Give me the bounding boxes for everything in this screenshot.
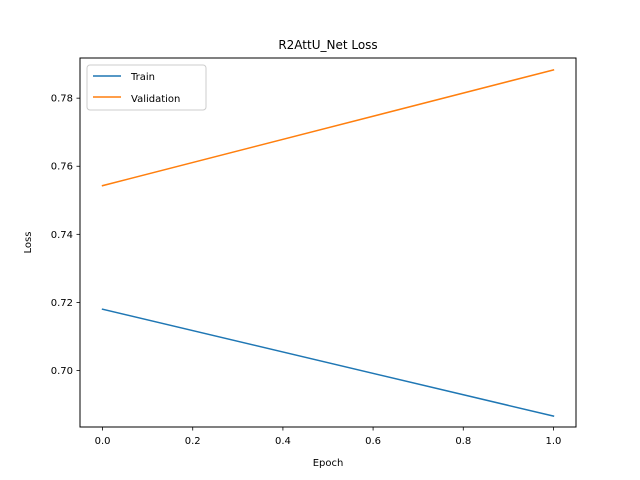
x-tick-label: 0.6 <box>365 436 381 447</box>
x-tick-label: 0.8 <box>455 436 471 447</box>
legend: Train Validation <box>86 64 207 111</box>
x-tick-label: 0.0 <box>95 436 111 447</box>
x-axis-ticks: 0.0 0.2 0.4 0.6 0.8 1.0 <box>95 427 562 447</box>
x-axis-label: Epoch <box>313 458 344 469</box>
series-line-train <box>101 308 555 418</box>
x-tick-label: 1.0 <box>546 436 562 447</box>
x-tick-label: 0.4 <box>275 436 291 447</box>
legend-label-train: Train <box>130 72 155 83</box>
y-axis-label: Loss <box>23 232 34 254</box>
y-axis-ticks: 0.70 0.72 0.74 0.76 0.78 <box>51 94 80 377</box>
chart-title: R2AttU_Net Loss <box>278 38 377 52</box>
x-tick-label: 0.2 <box>185 436 201 447</box>
y-tick-label: 0.74 <box>51 230 73 241</box>
axes-frame <box>79 57 577 428</box>
series-layer <box>101 68 555 418</box>
legend-label-validation: Validation <box>131 94 180 105</box>
y-tick-label: 0.78 <box>51 94 73 105</box>
series-line-validation <box>101 68 555 187</box>
y-tick-label: 0.72 <box>51 298 73 309</box>
y-tick-label: 0.76 <box>51 162 73 173</box>
y-tick-label: 0.70 <box>51 366 73 377</box>
plot-area <box>79 57 577 428</box>
